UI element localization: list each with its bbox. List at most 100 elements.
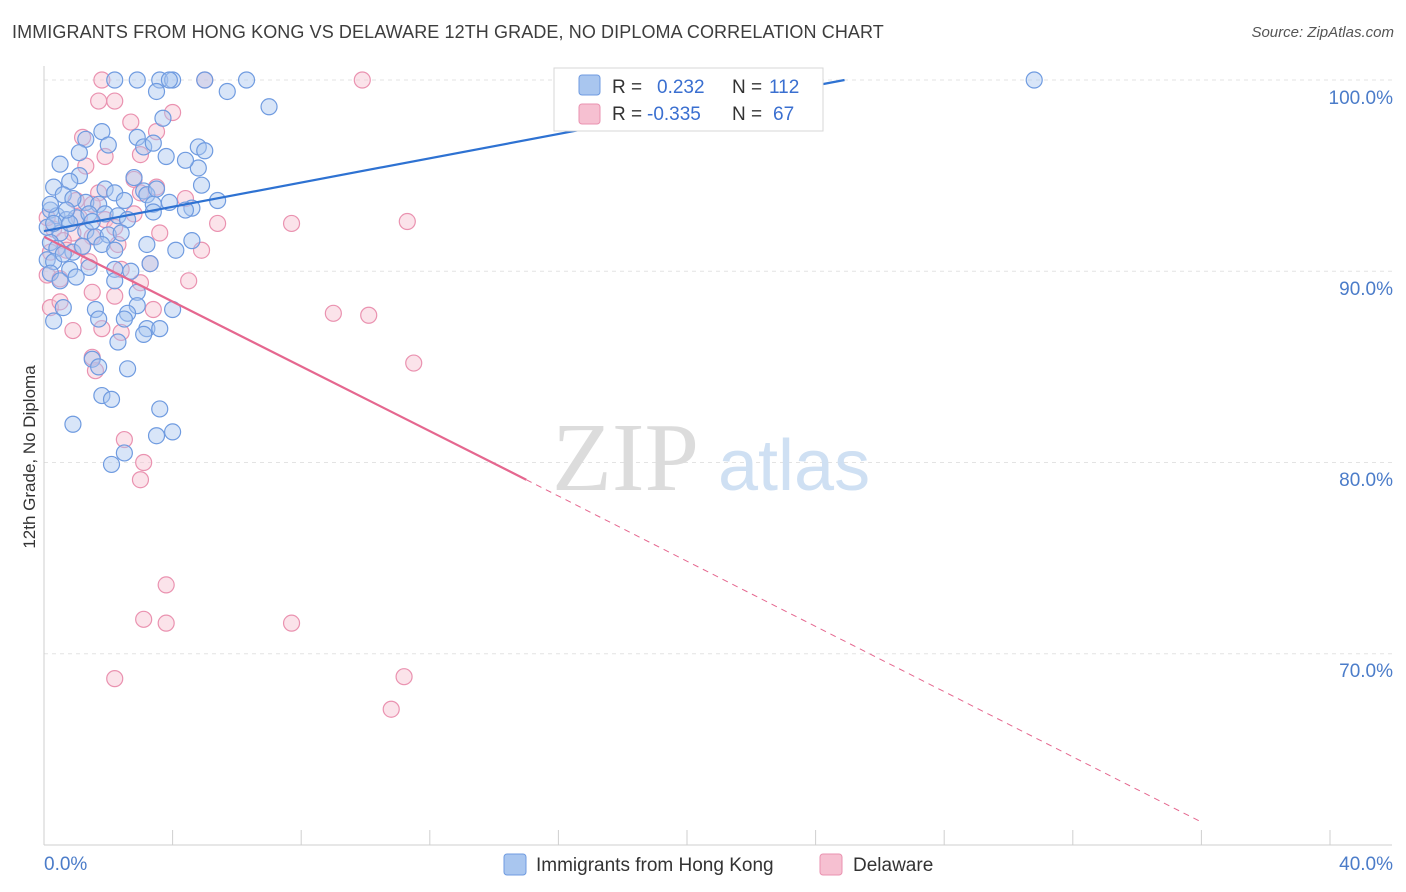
hong-kong-point-91 <box>151 320 169 338</box>
delaware-point-52 <box>112 323 130 342</box>
hong-kong-point-59 <box>112 224 130 242</box>
hong-kong-point-11 <box>154 109 172 127</box>
stats-r-value-1: 0.232 <box>657 77 705 98</box>
delaware-point-59 <box>157 576 175 594</box>
watermark-zip: ZIP <box>552 404 699 512</box>
hong-kong-point-33 <box>147 180 166 198</box>
hong-kong-point-96 <box>118 360 137 378</box>
legend-swatch-hong-kong <box>503 853 527 876</box>
hong-kong-point-8 <box>147 82 166 101</box>
stats-swatch-delaware <box>578 103 601 125</box>
hong-kong-point-16 <box>99 136 117 154</box>
stats-r-label-2: R = <box>612 104 642 125</box>
delaware-point-45 <box>41 298 60 317</box>
delaware-point-56 <box>115 430 133 449</box>
hong-kong-point-78 <box>51 272 69 290</box>
hong-kong-point-76 <box>141 255 159 273</box>
watermark-atlas: atlas <box>718 426 870 506</box>
hong-kong-point-63 <box>73 237 92 255</box>
hong-kong-point-58 <box>99 226 117 244</box>
legend-swatch-delaware <box>819 853 843 876</box>
hong-kong-point-79 <box>67 268 85 286</box>
hong-kong-point-2 <box>106 71 124 89</box>
delaware-point-64 <box>395 668 413 686</box>
stats-swatch-hong-kong <box>578 74 601 96</box>
hong-kong-point-21 <box>157 147 175 166</box>
source-label: Source: ZipAtlas.com <box>1251 24 1394 41</box>
delaware-point-18 <box>83 195 101 213</box>
delaware-point-5 <box>164 103 182 122</box>
x-ticks <box>43 830 1331 845</box>
hong-kong-point-4 <box>160 71 178 89</box>
hong-kong-point-14 <box>128 128 146 146</box>
chart-title: IMMIGRANTS FROM HONG KONG VS DELAWARE 12… <box>12 22 884 42</box>
delaware-point-4 <box>106 92 124 110</box>
hong-kong-point-32 <box>138 186 156 204</box>
hong-kong-point-86 <box>45 312 63 330</box>
hong-kong-point-7 <box>1025 71 1043 89</box>
delaware-point-2 <box>353 71 371 89</box>
hong-kong-point-26 <box>176 151 195 169</box>
y-axis-title: 12th Grade, No Diploma <box>20 365 39 549</box>
hong-kong-point-34 <box>192 176 211 194</box>
hong-kong-point-87 <box>90 310 108 328</box>
hong-kong-point-23 <box>70 167 88 185</box>
stats-n-value-1: 112 <box>769 77 799 98</box>
delaware-point-47 <box>144 300 162 319</box>
trend-line-delaware-extension <box>526 479 1202 823</box>
delaware-point-62 <box>282 614 301 632</box>
y-tick-label-70: 70.0% <box>1339 661 1393 682</box>
hong-kong-point-105 <box>41 195 60 213</box>
hong-kong-point-75 <box>122 262 140 280</box>
legend: Immigrants from Hong Kong Delaware <box>503 853 933 876</box>
delaware-point-44 <box>106 287 124 305</box>
y-tick-label-100: 100.0% <box>1329 88 1394 109</box>
y-tick-label-80: 80.0% <box>1339 470 1393 491</box>
legend-label-hong-kong: Immigrants from Hong Kong <box>536 855 774 876</box>
stats-n-label-2: N = <box>732 104 762 125</box>
x-tick-label-max: 40.0% <box>1339 854 1393 875</box>
delaware-point-29 <box>151 224 169 242</box>
hong-kong-point-109 <box>57 201 76 219</box>
delaware-point-49 <box>360 306 378 324</box>
hong-kong-point-18 <box>144 134 162 152</box>
delaware-point-58 <box>131 471 150 489</box>
stats-box: R = 0.232 N = 112 R = -0.335 N = 67 <box>553 67 824 132</box>
hong-kong-point-38 <box>115 191 133 210</box>
trend-line-delaware <box>43 235 527 481</box>
hong-kong-point-104 <box>102 455 121 474</box>
delaware-point-60 <box>135 610 153 628</box>
legend-label-delaware: Delaware <box>853 855 933 876</box>
hong-kong-point-100 <box>64 415 82 433</box>
delaware-point-23 <box>282 214 301 233</box>
x-tick-label-min: 0.0% <box>44 854 87 875</box>
hong-kong-point-92 <box>135 325 153 343</box>
hong-kong-point-65 <box>106 241 124 259</box>
stats-n-value-2: 67 <box>773 104 794 125</box>
delaware-point-51 <box>64 321 82 340</box>
hong-kong-point-69 <box>38 251 56 269</box>
hong-kong-point-29 <box>96 180 114 198</box>
hong-kong-point-95 <box>90 358 108 376</box>
hong-kong-point-15 <box>135 138 153 156</box>
hong-kong-point-25 <box>189 159 207 177</box>
hong-kong-point-93 <box>109 333 127 351</box>
hong-kong-point-97 <box>93 386 111 405</box>
hong-kong-point-22 <box>51 155 69 173</box>
delaware-point-61 <box>157 614 175 632</box>
grid <box>44 79 1392 655</box>
y-tick-label-90: 90.0% <box>1339 279 1393 300</box>
hong-kong-point-98 <box>102 390 121 408</box>
delaware-point-22 <box>209 214 227 233</box>
hong-kong-point-103 <box>115 444 133 462</box>
delaware-point-55 <box>405 354 423 372</box>
hong-kong-point-68 <box>183 232 201 250</box>
hong-kong-point-66 <box>138 235 156 254</box>
hong-kong-point-10 <box>260 98 278 116</box>
delaware-point-6 <box>122 113 140 131</box>
hong-kong-point-9 <box>218 82 236 101</box>
hong-kong-point-99 <box>151 400 169 418</box>
hong-kong-point-83 <box>86 300 105 319</box>
hong-kong-points <box>38 71 1043 474</box>
